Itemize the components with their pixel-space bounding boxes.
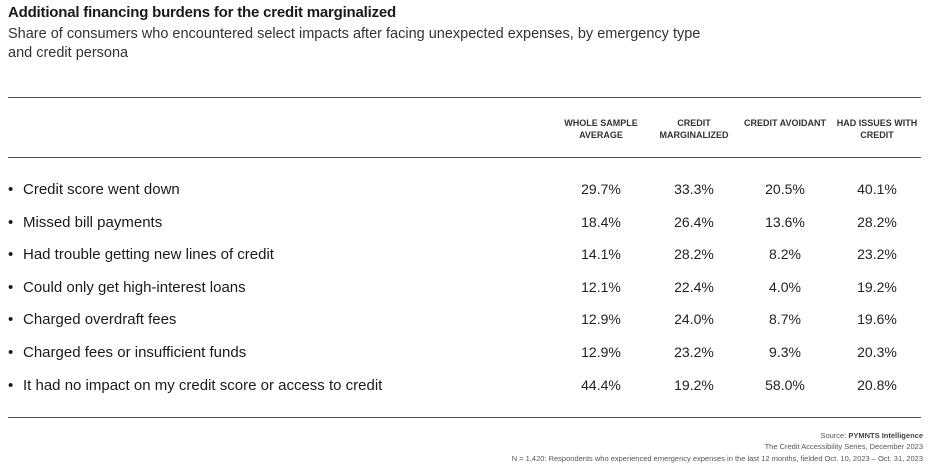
- bullet-icon: •: [8, 213, 14, 231]
- cell-value: 40.1%: [857, 181, 897, 197]
- column-header: CREDIT MARGINALIZED: [659, 118, 729, 140]
- cell-value: 22.4%: [674, 278, 714, 295]
- cell-value: 19.2%: [857, 278, 897, 295]
- column-header: WHOLE SAMPLE AVERAGE: [564, 118, 638, 140]
- row-label: • Credit score went down: [8, 181, 180, 198]
- row-label: • Charged fees or insufficient funds: [8, 344, 246, 361]
- row-label: • Had trouble getting new lines of credit: [8, 246, 274, 263]
- cell-value: 23.2%: [674, 344, 714, 360]
- cell-value: 20.3%: [857, 344, 897, 360]
- cell-value: 29.7%: [581, 181, 621, 197]
- table-row: • Charged fees or insufficient funds 12.9%…: [0, 344, 931, 368]
- bullet-icon: •: [8, 376, 14, 394]
- row-label-text: Charged fees or insufficient funds: [23, 344, 247, 361]
- cell-value: 28.2%: [674, 246, 714, 263]
- cell-value: 14.1%: [581, 246, 621, 263]
- table-row: • Had trouble getting new lines of credit…: [0, 246, 931, 270]
- source-line: Source: PYMNTS Intelligence: [820, 431, 923, 440]
- series-line: The Credit Accessibility Series, Decembe…: [764, 442, 923, 451]
- cell-value: 20.8%: [857, 376, 897, 393]
- column-header: HAD ISSUES WITH CREDIT: [836, 118, 918, 140]
- cell-value: 8.2%: [769, 246, 801, 263]
- cell-value: 23.2%: [857, 246, 897, 263]
- table-row: • Credit score went down 29.7% 33.3% 20.5% 40…: [0, 181, 931, 205]
- bottom-divider: [8, 417, 921, 418]
- cell-value: 24.0%: [674, 311, 714, 328]
- row-label: • Missed bill payments: [8, 214, 162, 231]
- chart-title: Additional financing burdens for the cre…: [8, 4, 396, 21]
- row-label-text: Had trouble getting new lines of credit: [23, 246, 274, 264]
- row-label-text: It had no impact on my credit score or a…: [23, 376, 383, 394]
- cell-value: 18.4%: [581, 213, 621, 230]
- cell-value: 28.2%: [857, 213, 897, 230]
- row-label: • Charged overdraft fees: [8, 311, 176, 328]
- cell-value: 58.0%: [765, 376, 805, 393]
- cell-value: 20.5%: [765, 181, 805, 197]
- cell-value: 8.7%: [769, 311, 801, 328]
- bullet-icon: •: [8, 181, 14, 198]
- cell-value: 12.1%: [581, 278, 621, 295]
- cell-value: 33.3%: [674, 181, 714, 197]
- table-row: • It had no impact on my credit score or …: [0, 377, 931, 401]
- cell-value: 4.0%: [769, 278, 801, 295]
- row-label-text: Missed bill payments: [23, 213, 163, 231]
- cell-value: 13.6%: [765, 213, 805, 230]
- row-label-text: Credit score went down: [23, 181, 180, 198]
- sample-note: N = 1,420: Respondents who experienced e…: [511, 454, 923, 463]
- row-label: • Could only get high-interest loans: [8, 279, 246, 296]
- cell-value: 19.6%: [857, 311, 897, 328]
- source-label: Source:: [820, 431, 847, 440]
- bullet-icon: •: [8, 311, 14, 329]
- bullet-icon: •: [8, 246, 14, 264]
- bullet-icon: •: [8, 344, 14, 361]
- row-label: • It had no impact on my credit score or …: [8, 377, 382, 394]
- table-row: • Could only get high-interest loans 12.1%…: [0, 279, 931, 303]
- row-label-text: Charged overdraft fees: [23, 311, 177, 329]
- header-divider: [8, 157, 921, 158]
- cell-value: 19.2%: [674, 376, 714, 393]
- bullet-icon: •: [8, 278, 14, 296]
- cell-value: 12.9%: [581, 344, 621, 360]
- cell-value: 26.4%: [674, 213, 714, 230]
- cell-value: 44.4%: [581, 376, 621, 393]
- cell-value: 9.3%: [769, 344, 801, 360]
- table-row: • Charged overdraft fees 12.9% 24.0% 8.7% 19.…: [0, 311, 931, 335]
- row-label-text: Could only get high-interest loans: [23, 278, 246, 296]
- top-divider: [8, 97, 921, 98]
- source-name: PYMNTS Intelligence: [848, 431, 923, 440]
- cell-value: 12.9%: [581, 311, 621, 328]
- chart-subtitle: Share of consumers who encountered selec…: [8, 26, 701, 61]
- column-header: CREDIT AVOIDANT: [744, 118, 826, 128]
- table-row: • Missed bill payments 18.4% 26.4% 13.6% 28.2…: [0, 214, 931, 238]
